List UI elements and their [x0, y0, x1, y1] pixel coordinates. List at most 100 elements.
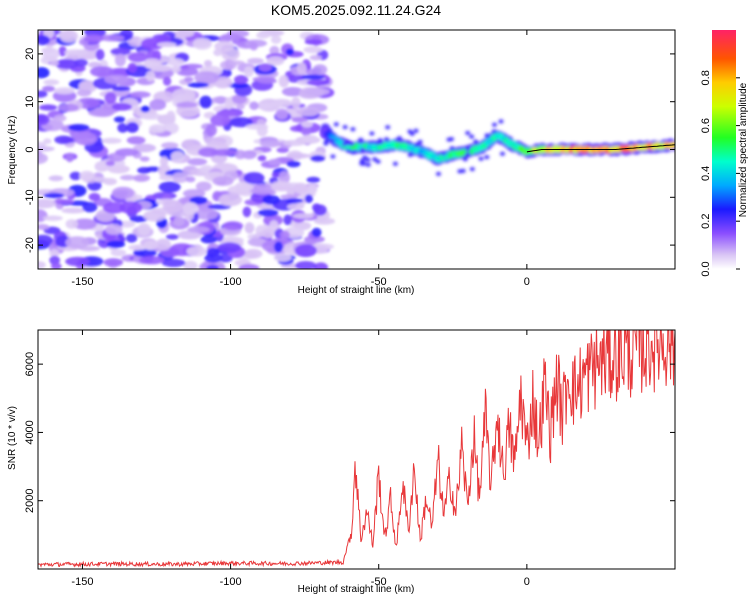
noise-blob — [311, 227, 322, 238]
noise-blob — [173, 216, 185, 227]
noise-blob — [145, 70, 156, 82]
noise-blob — [38, 198, 57, 209]
noise-blob — [187, 226, 210, 233]
y-tick-label: -20 — [24, 237, 36, 253]
noise-blob — [110, 249, 127, 257]
ridge-speck — [372, 157, 378, 162]
noise-blob — [301, 121, 313, 128]
ridge-speck — [407, 129, 413, 134]
noise-blob — [231, 94, 248, 104]
noise-blob — [161, 142, 179, 149]
noise-blob — [282, 139, 306, 147]
bottom-x-axis-label: Height of straight line (km) — [298, 584, 415, 595]
noise-blob — [199, 95, 213, 109]
noise-blob — [69, 171, 82, 181]
noise-blob — [273, 253, 292, 262]
noise-blob — [257, 78, 277, 84]
noise-blob — [133, 143, 156, 153]
ridge-speck — [377, 138, 383, 143]
noise-blob — [185, 176, 196, 183]
noise-blob — [205, 123, 217, 137]
noise-blob — [165, 234, 179, 240]
noise-blob — [259, 139, 282, 148]
x-tick-label: -100 — [220, 276, 242, 288]
noise-blob — [76, 89, 92, 97]
colorbar-ticks: 0.0 0.2 0.4 0.6 0.8 — [700, 70, 740, 277]
noise-blob — [43, 192, 65, 199]
noise-blob — [187, 82, 209, 88]
noise-blob — [95, 49, 105, 61]
noise-blob — [221, 33, 241, 40]
noise-blob — [88, 192, 101, 201]
x-tick-label: -50 — [371, 276, 387, 288]
noise-blob — [137, 223, 151, 236]
noise-blob — [143, 210, 167, 222]
noise-blob — [54, 59, 80, 70]
noise-blob — [309, 54, 322, 61]
noise-blob — [65, 256, 90, 267]
top-x-ticks: -150 -100 -50 0 — [71, 30, 530, 288]
noise-blob — [102, 202, 126, 214]
noise-blob — [49, 249, 60, 258]
noise-blob — [139, 256, 165, 265]
noise-blob — [306, 79, 330, 86]
noise-blob — [258, 63, 272, 72]
noise-blob — [159, 174, 174, 181]
noise-blob — [53, 114, 67, 122]
noise-blob — [127, 52, 148, 63]
ridge-speck — [323, 141, 329, 146]
noise-blob — [126, 136, 146, 145]
noise-blob — [105, 224, 123, 235]
noise-blob — [59, 137, 78, 144]
noise-blob — [218, 193, 243, 207]
noise-blob — [140, 113, 162, 120]
noise-blob — [176, 104, 201, 118]
noise-blob — [146, 49, 157, 62]
noise-blob — [301, 74, 325, 80]
ridge-speck — [358, 137, 364, 142]
noise-blob — [296, 62, 307, 75]
top-x-axis-label: Height of straight line (km) — [298, 285, 415, 296]
noise-blob — [101, 137, 122, 144]
noise-blob — [129, 215, 148, 223]
noise-blob — [283, 214, 293, 226]
colorbar-tick-label: 0.8 — [700, 70, 712, 85]
y-tick-label: 20 — [24, 48, 36, 60]
noise-blob — [176, 101, 198, 108]
noise-blob — [247, 237, 267, 247]
bottom-y-axis-label: SNR (10 * v/v) — [7, 406, 18, 470]
noise-blob — [183, 260, 198, 269]
ridge-speck — [350, 127, 356, 132]
noise-blob — [301, 134, 318, 144]
noise-blob — [304, 39, 323, 45]
noise-blob — [88, 61, 102, 68]
colorbar-label: Normalized spectral amplitude — [738, 82, 749, 217]
x-tick-label: -150 — [71, 276, 93, 288]
snr-series-line — [38, 330, 675, 568]
noise-blob — [73, 58, 88, 67]
noise-blob — [156, 42, 177, 48]
noise-blob — [43, 138, 52, 145]
noise-blob — [286, 160, 301, 168]
ridge-speck — [414, 142, 420, 147]
noise-blob — [212, 176, 234, 187]
noise-blob — [186, 246, 207, 257]
noise-blob — [204, 253, 223, 263]
y-tick-label: 0 — [24, 146, 36, 152]
ridge-speck — [385, 125, 391, 130]
noise-blob — [304, 69, 319, 75]
noise-blob — [234, 149, 246, 160]
noise-blob — [192, 37, 213, 50]
ridge-speck — [365, 162, 371, 167]
noise-blob — [155, 238, 171, 251]
noise-blob — [262, 195, 281, 205]
noise-blob — [249, 41, 258, 51]
ridge-speck — [436, 171, 441, 176]
ridge-speck — [491, 129, 497, 134]
noise-blob — [159, 156, 169, 167]
noise-blob — [125, 122, 139, 133]
noise-blob — [285, 198, 304, 204]
noise-blob — [113, 116, 126, 123]
noise-blob — [112, 86, 131, 92]
